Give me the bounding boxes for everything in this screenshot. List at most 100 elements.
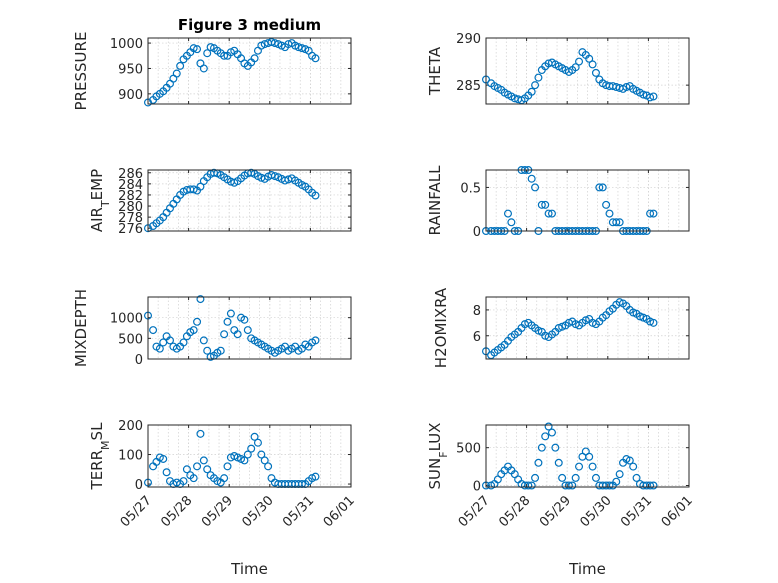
y-tick-label: 290 bbox=[456, 32, 481, 47]
data-point bbox=[646, 209, 655, 218]
y-tick-label: 200 bbox=[118, 419, 143, 434]
y-tick-label: 500 bbox=[118, 332, 143, 347]
y-axis-label: MIXDEPTH bbox=[72, 289, 90, 367]
data-point bbox=[527, 174, 536, 183]
data-point bbox=[247, 444, 256, 453]
data-point bbox=[196, 429, 205, 438]
x-tick-label: 06/01 bbox=[659, 493, 696, 530]
data-point bbox=[250, 54, 259, 63]
data-point bbox=[537, 200, 546, 209]
data-point bbox=[176, 61, 185, 70]
x-tick-label: 05/27 bbox=[118, 493, 155, 530]
data-point bbox=[203, 465, 212, 474]
data-point bbox=[585, 452, 594, 461]
axes-frame bbox=[147, 424, 352, 488]
data-point bbox=[632, 473, 641, 482]
y-tick-label: 276 bbox=[118, 222, 143, 237]
data-point bbox=[189, 326, 198, 335]
y-tick-label: 950 bbox=[118, 62, 143, 77]
data-point bbox=[199, 64, 208, 73]
data-point bbox=[206, 352, 215, 361]
y-tick-label: 285 bbox=[456, 79, 481, 94]
data-point bbox=[196, 182, 205, 191]
data-point bbox=[649, 318, 658, 327]
data-point bbox=[257, 450, 266, 459]
data-point bbox=[199, 336, 208, 345]
data-point bbox=[182, 465, 191, 474]
data-point bbox=[554, 458, 563, 467]
data-point bbox=[547, 428, 556, 437]
data-point bbox=[165, 336, 174, 345]
data-point bbox=[558, 473, 567, 482]
y-tick-label: 286 bbox=[118, 167, 143, 182]
y-tick-label: 1000 bbox=[110, 312, 143, 327]
x-tick-label: 05/30 bbox=[578, 493, 615, 530]
x-axis-label: Time bbox=[568, 560, 606, 578]
y-tick-label: 0 bbox=[473, 225, 481, 240]
axes-frame bbox=[147, 169, 352, 232]
data-point bbox=[189, 474, 198, 483]
y-axis-label: TERRMSL bbox=[88, 422, 112, 491]
axes-background bbox=[485, 296, 690, 360]
data-point bbox=[646, 93, 655, 102]
axes-background bbox=[485, 169, 690, 232]
data-point bbox=[531, 81, 540, 90]
data-point bbox=[311, 191, 320, 200]
subplot-pressure: 900 950 1000 PRESSURE Figure 3 medium bbox=[72, 16, 352, 111]
data-point bbox=[216, 346, 225, 355]
data-point bbox=[270, 39, 279, 48]
data-point bbox=[189, 44, 198, 53]
data-point bbox=[297, 44, 306, 53]
data-point bbox=[534, 458, 543, 467]
data-point bbox=[527, 87, 536, 96]
data-point bbox=[281, 176, 290, 185]
data-point bbox=[588, 60, 597, 69]
axes-frame bbox=[485, 169, 690, 232]
data-point bbox=[311, 54, 320, 63]
x-tick-label: 05/28 bbox=[158, 493, 195, 530]
data-point bbox=[223, 317, 232, 326]
subplot-sun-flux: 05/27 05/28 05/29 05/30 05/31 06/01 0 500 SUNFLU… bbox=[426, 422, 696, 578]
data-point bbox=[311, 472, 320, 481]
y-axis-label: SUNFLUX bbox=[426, 423, 450, 490]
data-point bbox=[571, 63, 580, 72]
axes-frame bbox=[147, 296, 352, 360]
y-axis-label: H2OMIXRA bbox=[432, 287, 450, 368]
subplot-terr-msl: 05/27 05/28 05/29 05/30 05/31 06/01 0 100 200 TER… bbox=[88, 419, 358, 578]
x-tick-label: 05/29 bbox=[537, 493, 574, 530]
data-point bbox=[588, 462, 597, 471]
data-point bbox=[260, 456, 269, 465]
y-axis-label: THETA bbox=[426, 46, 444, 96]
data-point bbox=[503, 209, 512, 218]
x-tick-label: 05/28 bbox=[496, 493, 533, 530]
y-tick-label: 0 bbox=[135, 353, 143, 368]
data-point bbox=[264, 462, 273, 471]
y-tick-label: 278 bbox=[118, 211, 143, 226]
axes-frame bbox=[485, 424, 690, 488]
data-point bbox=[571, 473, 580, 482]
data-point bbox=[605, 481, 614, 490]
y-tick-label: 284 bbox=[118, 178, 143, 193]
y-tick-label: 0 bbox=[135, 478, 143, 493]
y-axis-label: PRESSURE bbox=[72, 32, 90, 111]
data-point bbox=[247, 168, 256, 177]
y-tick-label: 0 bbox=[473, 479, 481, 494]
data-point bbox=[629, 462, 638, 471]
y-axis-label: AIRTEMP bbox=[88, 169, 112, 232]
data-point bbox=[591, 68, 600, 77]
data-point bbox=[220, 51, 229, 60]
data-point bbox=[233, 330, 242, 339]
data-point bbox=[172, 69, 181, 78]
data-point bbox=[206, 43, 215, 52]
data-point bbox=[568, 481, 577, 490]
data-point bbox=[575, 462, 584, 471]
data-point bbox=[199, 456, 208, 465]
x-axis-label: Time bbox=[230, 560, 268, 578]
y-tick-label: 8 bbox=[473, 304, 481, 319]
data-point bbox=[196, 295, 205, 304]
data-point bbox=[220, 330, 229, 339]
data-point bbox=[193, 317, 202, 326]
data-point bbox=[612, 477, 621, 486]
data-point bbox=[155, 344, 164, 353]
